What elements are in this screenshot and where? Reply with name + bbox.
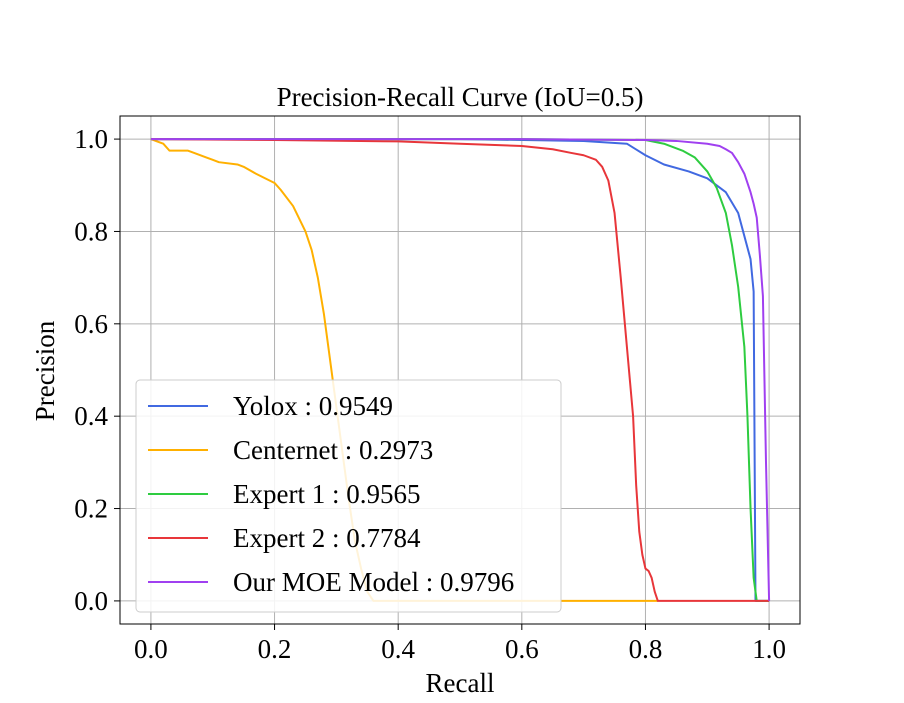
x-tick-label: 0.0 [134, 634, 168, 664]
legend-label: Expert 1 : 0.9565 [233, 479, 420, 509]
x-tick-label: 0.4 [381, 634, 415, 664]
legend-label: Expert 2 : 0.7784 [233, 523, 421, 553]
y-axis-label: Precision [30, 320, 60, 421]
x-tick-label: 1.0 [752, 634, 786, 664]
y-tick-label: 0.0 [74, 586, 108, 616]
chart-title: Precision-Recall Curve (IoU=0.5) [277, 82, 644, 112]
legend-label: Centernet : 0.2973 [233, 435, 433, 465]
legend-label: Our MOE Model : 0.9796 [233, 567, 514, 597]
x-axis-label: Recall [426, 668, 495, 698]
legend: Yolox : 0.9549 Centernet : 0.2973 Expert 1… [135, 379, 562, 613]
y-tick-label: 0.8 [74, 216, 108, 246]
y-tick-label: 1.0 [74, 124, 108, 154]
series-line [150, 138, 770, 602]
legend-box [135, 379, 562, 613]
x-tick-label: 0.6 [505, 634, 539, 664]
axis-ticks: 0.0 0.2 0.4 0.6 0.8 1.0 0.0 0.2 0.4 0.6 0.8 1.0 [74, 124, 786, 664]
series-line [150, 138, 771, 601]
plot-frame [119, 115, 801, 625]
y-tick-label: 0.6 [74, 309, 108, 339]
x-tick-label: 0.2 [258, 634, 292, 664]
x-tick-label: 0.8 [629, 634, 663, 664]
y-tick-label: 0.2 [74, 494, 108, 524]
y-tick-label: 0.4 [74, 401, 108, 431]
legend-label: Yolox : 0.9549 [233, 391, 393, 421]
